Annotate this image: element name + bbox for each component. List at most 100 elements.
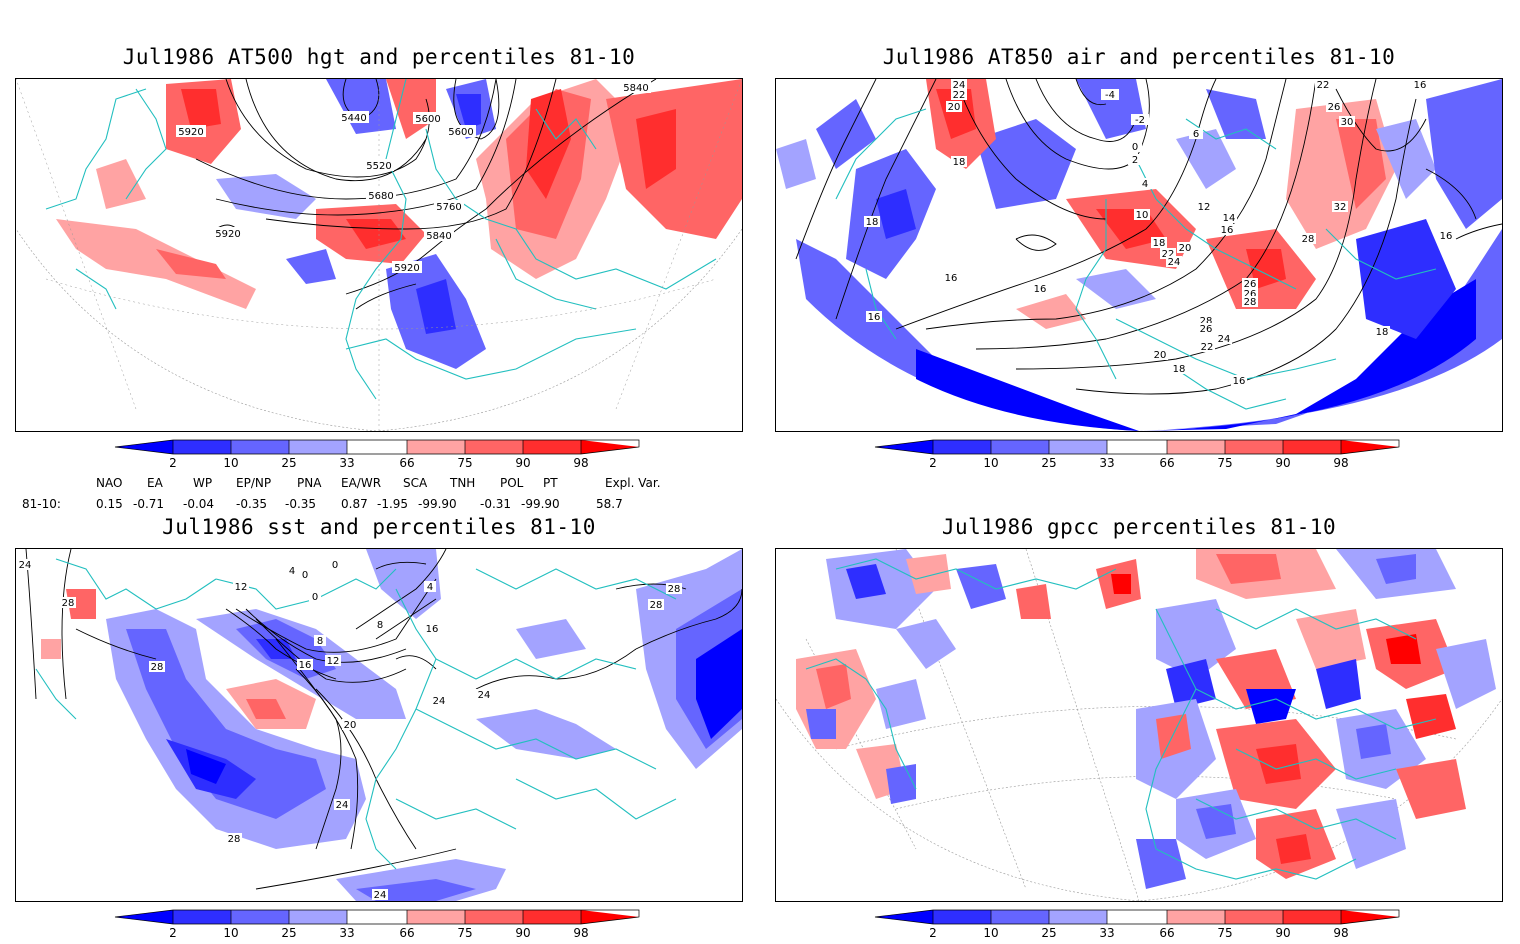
contour-label: 26 <box>1198 323 1214 335</box>
colorbar-label: 2 <box>169 456 177 470</box>
index-row-label: 81-10: <box>22 497 61 511</box>
colorbar: 2 10 25 33 66 75 90 98 <box>114 439 660 474</box>
air-map: 24 22 20 18 -4 -2 0 2 4 6 10 12 14 16 18… <box>776 79 1502 431</box>
svg-text:20: 20 <box>948 102 961 113</box>
contour-label: 16 <box>1032 283 1048 295</box>
contour-label: 16 <box>866 311 882 323</box>
colorbar-bin <box>523 440 581 454</box>
colorbar-bin <box>465 440 523 454</box>
contour-label: 22 <box>1160 248 1176 260</box>
colorbar-bin <box>581 440 639 454</box>
colorbar-bin <box>1283 910 1341 924</box>
svg-text:18: 18 <box>866 217 879 228</box>
contour-label: 12 <box>233 581 249 593</box>
colorbar-bin <box>465 910 523 924</box>
colorbar-label: 90 <box>1275 926 1290 940</box>
index-value: -99.90 <box>521 497 560 511</box>
index-value: -0.35 <box>285 497 317 511</box>
svg-text:0: 0 <box>332 560 338 571</box>
svg-text:28: 28 <box>1302 234 1315 245</box>
svg-text:16: 16 <box>868 312 881 323</box>
index-value: -0.04 <box>183 497 215 511</box>
colorbar-bin <box>1225 440 1283 454</box>
svg-text:12: 12 <box>235 582 248 593</box>
svg-text:22: 22 <box>1201 342 1214 353</box>
hgt-map: 5840 5920 5440 5600 5600 5520 5680 5760 … <box>16 79 742 431</box>
contour-label: 16 <box>943 272 959 284</box>
colorbar-bin <box>1107 440 1167 454</box>
contour-label: 22 <box>951 89 967 101</box>
svg-text:5920: 5920 <box>215 229 240 240</box>
map-frame: 24 22 20 18 -4 -2 0 2 4 6 10 12 14 16 18… <box>775 78 1503 432</box>
colorbar-bin <box>933 440 991 454</box>
colorbar-bin <box>581 910 639 924</box>
svg-text:8: 8 <box>317 636 323 647</box>
contour-label: 12 <box>1196 201 1212 213</box>
index-value: -0.71 <box>133 497 165 511</box>
contour-label: 5920 <box>213 227 243 240</box>
colorbar-bin <box>115 910 173 924</box>
svg-text:24: 24 <box>19 560 32 571</box>
colorbar-bin <box>347 910 407 924</box>
contour-label: 20 <box>342 719 358 731</box>
colorbar-bin <box>991 910 1049 924</box>
svg-text:20: 20 <box>344 720 357 731</box>
colorbar-svg: 2 10 25 33 66 75 90 98 <box>874 909 1400 940</box>
index-value: 0.87 <box>341 497 368 511</box>
contour-label: 4 <box>1138 178 1152 190</box>
contour-label: 5840 <box>424 229 454 242</box>
svg-text:26: 26 <box>1244 289 1257 300</box>
colorbar-label: 66 <box>1159 926 1174 940</box>
svg-text:8: 8 <box>377 620 383 631</box>
colorbar-bin <box>1107 910 1167 924</box>
contour-label: 18 <box>1374 326 1390 338</box>
colorbar-label: 25 <box>1041 926 1056 940</box>
colorbar-label: 98 <box>1333 456 1348 470</box>
contour-label: 5760 <box>434 200 464 213</box>
contour-label: 8 <box>374 619 386 631</box>
contour-label: 30 <box>1339 116 1355 128</box>
panel-title: Jul1986 gpcc percentiles 81-10 <box>941 515 1337 539</box>
svg-text:-2: -2 <box>1135 115 1145 126</box>
colorbar-label: 10 <box>983 456 998 470</box>
colorbar-bin <box>115 440 173 454</box>
contour-label: 8 <box>314 635 326 647</box>
teleconnection-indices: NAO EA WP EP/NP PNA EA/WR SCA TNH POL PT… <box>0 474 740 514</box>
contour-label: 5600 <box>413 112 443 125</box>
map-frame: 5840 5920 5440 5600 5600 5520 5680 5760 … <box>15 78 743 432</box>
panel-title: Jul1986 AT500 hgt and percentiles 81-10 <box>122 45 636 69</box>
index-name: EA <box>147 476 163 490</box>
contour-label: 2 <box>1128 154 1142 166</box>
contour-label: 24 <box>18 559 32 571</box>
svg-text:4: 4 <box>427 582 433 593</box>
svg-text:16: 16 <box>426 624 439 635</box>
contour-label: 18 <box>864 216 880 228</box>
colorbar: 2 10 25 33 66 75 90 98 <box>874 439 1420 474</box>
svg-text:16: 16 <box>1440 231 1453 242</box>
svg-text:24: 24 <box>374 890 387 901</box>
contour-label: 32 <box>1332 201 1348 213</box>
index-name: EP/NP <box>236 476 272 490</box>
colorbar-label: 2 <box>169 926 177 940</box>
colorbar-bin <box>173 440 231 454</box>
svg-text:16: 16 <box>299 660 312 671</box>
svg-text:4: 4 <box>1142 179 1148 190</box>
index-name: Expl. Var. <box>605 476 661 490</box>
svg-text:0: 0 <box>1132 142 1138 153</box>
colorbar-bin <box>1049 910 1107 924</box>
svg-text:24: 24 <box>1168 257 1181 268</box>
svg-text:18: 18 <box>953 157 966 168</box>
svg-text:28: 28 <box>1200 316 1213 327</box>
svg-text:16: 16 <box>1034 284 1047 295</box>
svg-text:0: 0 <box>302 570 308 581</box>
colorbar-label: 10 <box>983 926 998 940</box>
colorbar-bin <box>875 440 933 454</box>
colorbar-svg: 2 10 25 33 66 75 90 98 <box>114 909 640 940</box>
index-name: PT <box>543 476 558 490</box>
colorbar-label: 2 <box>929 926 937 940</box>
contour-label: 18 <box>951 156 967 168</box>
svg-text:5440: 5440 <box>341 113 366 124</box>
svg-text:6: 6 <box>1193 129 1199 140</box>
colorbar-label: 66 <box>399 456 414 470</box>
svg-text:2: 2 <box>1132 155 1138 166</box>
